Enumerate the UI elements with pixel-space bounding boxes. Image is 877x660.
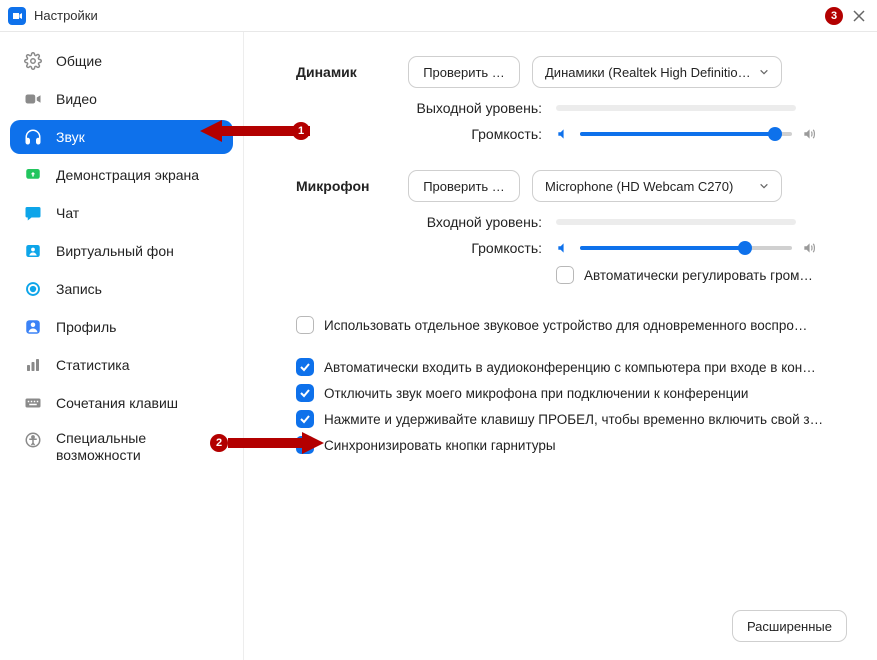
option-label: Нажмите и удерживайте клавишу ПРОБЕЛ, чт…	[324, 412, 823, 427]
sidebar-item-label: Запись	[56, 281, 102, 298]
mic-volume-slider[interactable]	[580, 246, 792, 250]
mic-volume-label: Громкость:	[296, 240, 556, 256]
sidebar-item-audio[interactable]: Звук	[10, 120, 233, 154]
speaker-volume-label: Громкость:	[296, 126, 556, 142]
sidebar-item-label: Демонстрация экрана	[56, 167, 199, 184]
output-level-label: Выходной уровень:	[296, 100, 556, 116]
sidebar-item-shortcuts[interactable]: Сочетания клавиш	[10, 386, 233, 420]
auto-adjust-checkbox[interactable]	[556, 266, 574, 284]
volume-high-icon	[802, 127, 816, 141]
sidebar-item-record[interactable]: Запись	[10, 272, 233, 306]
option-label: Отключить звук моего микрофона при подкл…	[324, 386, 748, 401]
sidebar-item-profile[interactable]: Профиль	[10, 310, 233, 344]
volume-low-icon	[556, 127, 570, 141]
close-button[interactable]	[849, 6, 869, 26]
sidebar-item-label: Виртуальный фон	[56, 243, 174, 260]
option-checkbox-4[interactable]	[296, 436, 314, 454]
chat-icon	[22, 203, 44, 223]
test-mic-button[interactable]: Проверить …	[408, 170, 520, 202]
sidebar-item-chat[interactable]: Чат	[10, 196, 233, 230]
window-title: Настройки	[34, 8, 98, 23]
settings-panel: Динамик Проверить … Динамики (Realtek Hi…	[244, 32, 877, 660]
option-checkbox-3[interactable]	[296, 410, 314, 428]
record-icon	[22, 279, 44, 299]
sidebar-item-label: Специальные возможности	[56, 430, 221, 464]
profile-icon	[22, 317, 44, 337]
keyboard-icon	[22, 393, 44, 413]
option-label: Синхронизировать кнопки гарнитуры	[324, 438, 556, 453]
speaker-device-select[interactable]: Динамики (Realtek High Definitio…	[532, 56, 782, 88]
mic-input-level	[556, 219, 796, 225]
volume-low-icon	[556, 241, 570, 255]
virtual-bg-icon	[22, 241, 44, 261]
sidebar-item-label: Видео	[56, 91, 97, 108]
settings-icon	[22, 51, 44, 71]
sidebar-item-a11y[interactable]: Специальные возможности	[10, 424, 233, 468]
speaker-output-level	[556, 105, 796, 111]
speaker-volume-slider[interactable]	[580, 132, 792, 136]
sidebar-item-label: Профиль	[56, 319, 116, 336]
headphones-icon	[22, 127, 44, 147]
volume-high-icon	[802, 241, 816, 255]
mic-heading: Микрофон	[296, 178, 408, 194]
sidebar-item-stats[interactable]: Статистика	[10, 348, 233, 382]
sidebar-item-share[interactable]: Демонстрация экрана	[10, 158, 233, 192]
auto-adjust-label: Автоматически регулировать гром…	[584, 268, 813, 283]
titlebar: Настройки 3	[0, 0, 877, 32]
sidebar-item-general[interactable]: Общие	[10, 44, 233, 78]
annotation-badge-3: 3	[825, 7, 843, 25]
sidebar-item-label: Общие	[56, 53, 102, 70]
app-icon	[8, 7, 26, 25]
speaker-heading: Динамик	[296, 64, 408, 80]
stats-icon	[22, 355, 44, 375]
option-label: Использовать отдельное звуковое устройст…	[324, 318, 807, 333]
sidebar-item-label: Статистика	[56, 357, 130, 374]
sidebar-item-label: Звук	[56, 129, 85, 146]
option-checkbox-1[interactable]	[296, 358, 314, 376]
advanced-button[interactable]: Расширенные	[732, 610, 847, 642]
annotation-badge-2: 2	[210, 434, 228, 452]
sidebar-item-label: Сочетания клавиш	[56, 395, 178, 412]
option-label: Автоматически входить в аудиоконференцию…	[324, 360, 816, 375]
option-checkbox-0[interactable]	[296, 316, 314, 334]
share-screen-icon	[22, 165, 44, 185]
sidebar-item-label: Чат	[56, 205, 79, 222]
chevron-down-icon	[759, 67, 769, 77]
annotation-badge-1: 1	[292, 122, 310, 140]
chevron-down-icon	[759, 181, 769, 191]
accessibility-icon	[22, 430, 44, 450]
sidebar: Общие Видео Звук Демонстрация экрана Чат…	[0, 32, 244, 660]
input-level-label: Входной уровень:	[296, 214, 556, 230]
option-checkbox-2[interactable]	[296, 384, 314, 402]
sidebar-item-video[interactable]: Видео	[10, 82, 233, 116]
mic-device-select[interactable]: Microphone (HD Webcam C270)	[532, 170, 782, 202]
test-speaker-button[interactable]: Проверить …	[408, 56, 520, 88]
sidebar-item-vbg[interactable]: Виртуальный фон	[10, 234, 233, 268]
video-icon	[22, 89, 44, 109]
